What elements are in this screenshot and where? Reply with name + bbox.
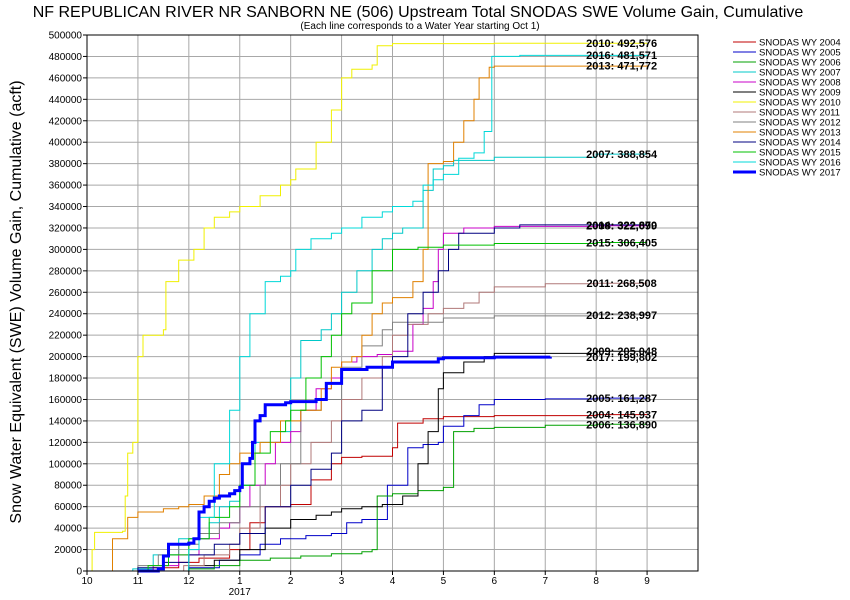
series-end-label: 2014: 322,870 <box>586 220 657 232</box>
legend-entry: SNODAS WY 2012 <box>759 118 841 129</box>
x-tick-label: 11 <box>133 576 144 587</box>
axis-ticks: 0 20000 40000 60000 80000 100000 120000 140000 1… <box>49 31 651 599</box>
y-tick-label: 60000 <box>54 502 82 513</box>
y-tick-label: 140000 <box>49 416 83 427</box>
series-line <box>127 242 648 572</box>
series-end-label: 2010: 492,576 <box>586 38 657 50</box>
x-tick-label: 6 <box>492 576 498 587</box>
y-tick-label: 380000 <box>49 159 83 170</box>
series-line <box>163 423 648 572</box>
legend-entry: SNODAS WY 2009 <box>759 88 841 99</box>
legend-entry: SNODAS WY 2017 <box>759 168 841 179</box>
series-line <box>102 65 648 572</box>
series-line <box>163 397 648 572</box>
y-tick-label: 360000 <box>49 181 83 192</box>
y-tick-label: 460000 <box>49 73 83 84</box>
series-line <box>87 42 648 572</box>
chart-title: NF REPUBLICAN RIVER NR SANBORN NE (506) … <box>33 4 804 21</box>
y-tick-label: 20000 <box>54 545 82 556</box>
series-end-label: 2015: 306,405 <box>586 238 657 250</box>
y-axis-label: Snow Water Equivalent (SWE) Volume Gain,… <box>8 80 25 523</box>
y-tick-label: 400000 <box>49 138 83 149</box>
y-tick-label: 500000 <box>49 31 83 42</box>
legend-entry: SNODAS WY 2007 <box>759 68 841 79</box>
x-tick-label: 12 <box>183 576 195 587</box>
x-tick-label: 2 <box>288 576 294 587</box>
series-end-label: 2016: 481,571 <box>586 50 657 62</box>
series-group <box>87 42 648 573</box>
legend-entry: SNODAS WY 2006 <box>759 58 841 69</box>
series-line <box>168 350 648 572</box>
legend-entry: SNODAS WY 2014 <box>759 138 841 149</box>
series-end-label: 2007: 388,854 <box>586 149 658 161</box>
y-tick-label: 0 <box>76 567 82 578</box>
y-tick-label: 200000 <box>49 352 83 363</box>
series-end-label: 2009: 205,048 <box>586 346 657 358</box>
series-end-label: 2004: 145,937 <box>586 410 657 422</box>
y-tick-label: 180000 <box>49 374 83 385</box>
series-end-label: 2005: 161,287 <box>586 393 657 405</box>
y-tick-label: 300000 <box>49 245 83 256</box>
y-tick-label: 260000 <box>49 288 83 299</box>
series-line <box>137 355 552 573</box>
x-tick-label: 4 <box>390 576 396 587</box>
legend-entry: SNODAS WY 2004 <box>759 38 841 49</box>
y-tick-label: 160000 <box>49 395 83 406</box>
y-tick-label: 80000 <box>54 481 82 492</box>
x-tick-label: 1 <box>237 576 243 587</box>
x-year-label: 2017 <box>229 587 252 598</box>
chart-subtitle: (Each line corresponds to a Water Year s… <box>300 21 539 32</box>
legend-entry: SNODAS WY 2015 <box>759 148 841 159</box>
legend-entry: SNODAS WY 2011 <box>759 108 840 119</box>
y-tick-label: 340000 <box>49 202 83 213</box>
series-end-label: 2012: 238,997 <box>586 310 657 322</box>
y-tick-label: 220000 <box>49 331 83 342</box>
x-tick-label: 5 <box>441 576 447 587</box>
y-tick-label: 240000 <box>49 309 83 320</box>
y-tick-label: 40000 <box>54 524 82 535</box>
series-line <box>112 224 648 572</box>
series-end-label: 2006: 136,890 <box>586 419 657 431</box>
legend-entry: SNODAS WY 2008 <box>759 78 841 89</box>
y-tick-label: 440000 <box>49 95 83 106</box>
series-line <box>127 414 648 572</box>
legend-entry: SNODAS WY 2016 <box>759 158 841 169</box>
x-tick-label: 9 <box>644 576 650 587</box>
series-end-label: 2011: 268,508 <box>586 278 656 290</box>
x-tick-label: 10 <box>81 576 93 587</box>
legend-entry: SNODAS WY 2010 <box>759 98 841 109</box>
series-end-label: 2008: 322,099 <box>586 221 657 233</box>
series-line <box>168 54 648 572</box>
y-tick-label: 320000 <box>49 223 83 234</box>
series-end-label: 2017: 199,802 <box>586 352 657 364</box>
series-line <box>117 314 648 572</box>
y-tick-label: 480000 <box>49 52 83 63</box>
y-tick-label: 100000 <box>49 459 83 470</box>
y-tick-label: 280000 <box>49 266 83 277</box>
series-line <box>112 153 648 572</box>
legend-entry: SNODAS WY 2013 <box>759 128 841 139</box>
y-tick-label: 120000 <box>49 438 83 449</box>
series-end-label: 2013: 471,772 <box>586 60 657 72</box>
x-tick-label: 3 <box>339 576 345 587</box>
x-tick-label: 8 <box>593 576 599 587</box>
end-labels: 2004: 145,937 2005: 161,287 2006: 136,890 2… <box>586 38 658 431</box>
y-tick-label: 420000 <box>49 116 83 127</box>
legend-entry: SNODAS WY 2005 <box>759 48 841 59</box>
x-tick-label: 7 <box>542 576 548 587</box>
